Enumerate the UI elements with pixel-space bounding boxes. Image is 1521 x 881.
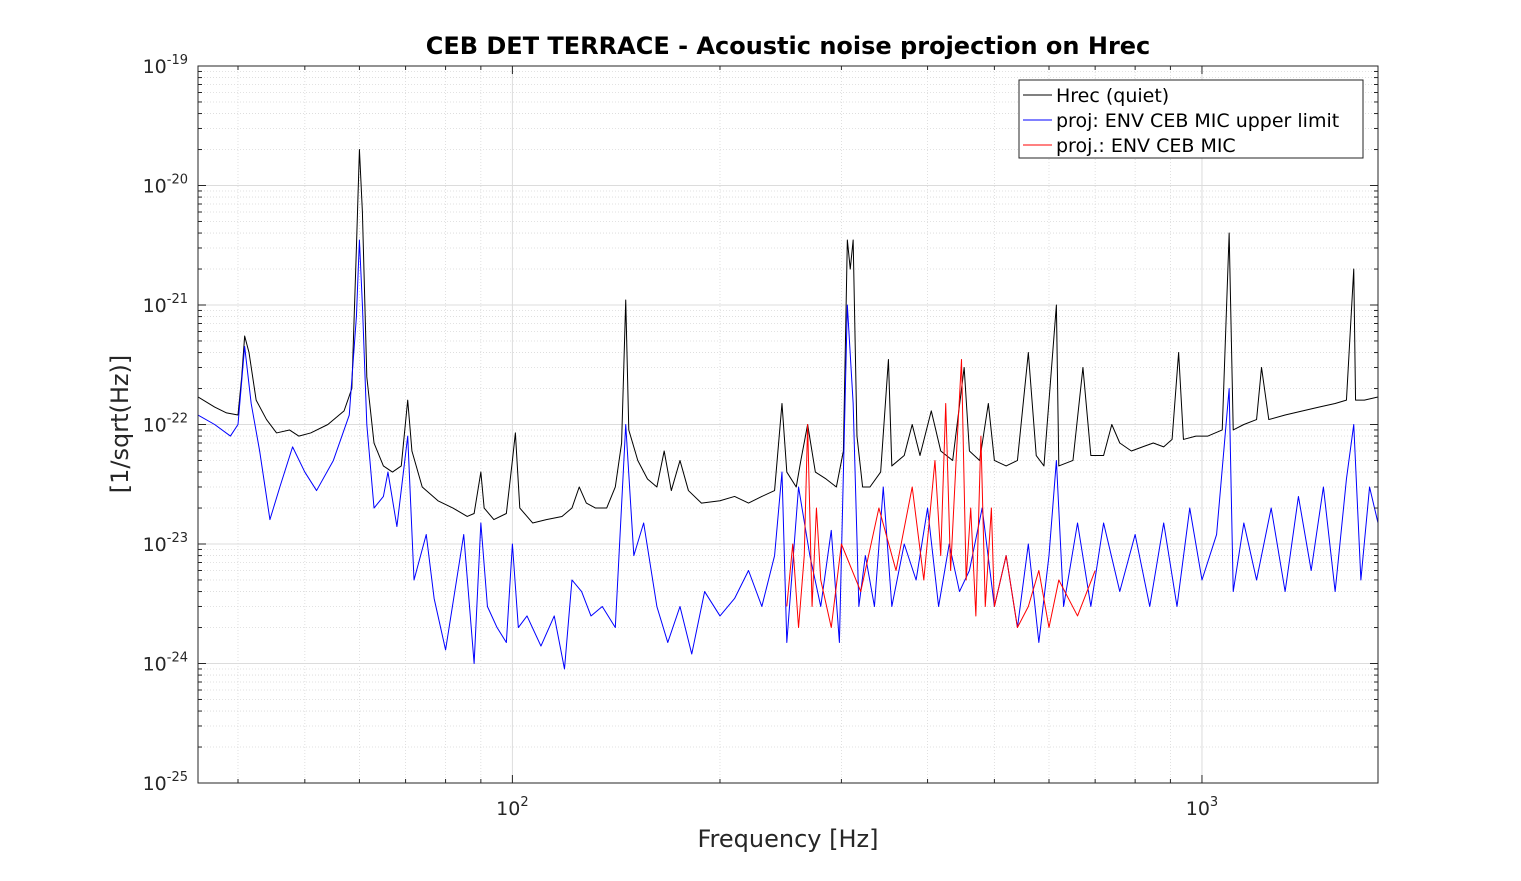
y-axis-ticks: 10-19 10-20 10-21 10-22 10-23 10-24 10-25 — [143, 53, 1378, 795]
y-tick-label: 10-20 — [143, 173, 188, 198]
legend-label-mic: proj.: ENV CEB MIC — [1056, 135, 1236, 157]
y-tick-label: 10-22 — [143, 412, 188, 437]
legend-label-hrec: Hrec (quiet) — [1056, 85, 1169, 107]
series-layer — [198, 149, 1378, 670]
y-tick-label: 10-24 — [143, 651, 188, 676]
series-line-upper-limit — [198, 239, 1378, 670]
legend-box — [1018, 79, 1364, 159]
y-tick-label: 10-19 — [143, 53, 188, 78]
legend-label-upper-limit: proj: ENV CEB MIC upper limit — [1056, 110, 1339, 132]
x-tick-label: 102 — [496, 795, 528, 820]
chart-title: CEB DET TERRACE - Acoustic noise project… — [426, 32, 1151, 60]
y-axis-label: [1/sqrt(Hz)] — [106, 355, 134, 493]
y-tick-label: 10-23 — [143, 531, 188, 556]
series-line-mic — [786, 358, 1096, 629]
x-axis-label: Frequency [Hz] — [698, 825, 879, 853]
x-axis-ticks: 102 103 — [237, 66, 1218, 820]
series-line-hrec — [198, 149, 1378, 524]
y-tick-label: 10-25 — [143, 770, 188, 795]
legend: Hrec (quiet) proj: ENV CEB MIC upper lim… — [1018, 79, 1364, 159]
y-tick-label: 10-21 — [143, 292, 188, 317]
x-tick-label: 103 — [1186, 795, 1218, 820]
